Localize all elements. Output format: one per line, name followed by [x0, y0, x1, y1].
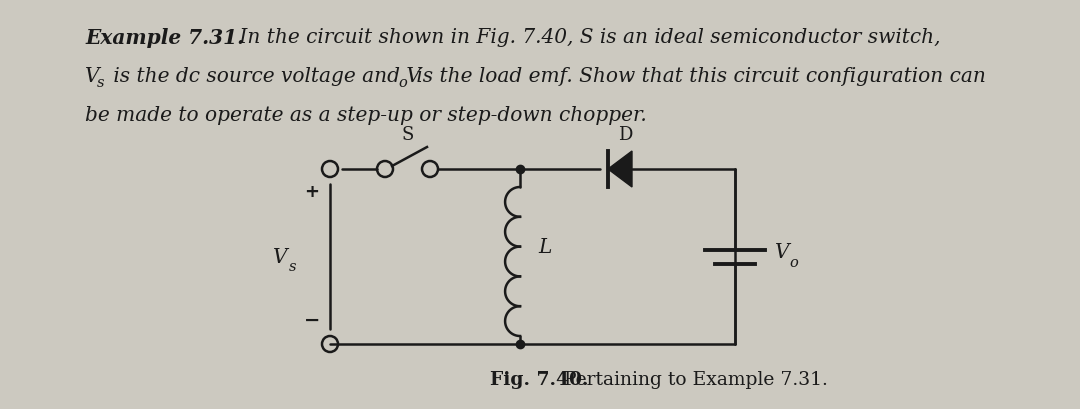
Text: is the load emf. Show that this circuit configuration can: is the load emf. Show that this circuit … — [410, 67, 986, 86]
Text: o: o — [399, 76, 407, 90]
Text: −: − — [303, 310, 320, 329]
Text: is the dc source voltage and V: is the dc source voltage and V — [107, 67, 421, 86]
Text: s: s — [289, 260, 297, 274]
Text: V: V — [273, 247, 287, 266]
Text: o: o — [789, 256, 798, 270]
Text: In the circuit shown in Fig. 7.40, S is an ideal semiconductor switch,: In the circuit shown in Fig. 7.40, S is … — [233, 28, 941, 47]
Text: D: D — [618, 126, 632, 144]
Polygon shape — [608, 152, 632, 188]
Text: V: V — [775, 243, 789, 261]
Text: Example 7.31.: Example 7.31. — [85, 28, 244, 48]
Text: S: S — [402, 126, 414, 144]
Text: s: s — [97, 76, 105, 90]
Text: L: L — [538, 237, 552, 256]
Text: be made to operate as a step-up or step-down chopper.: be made to operate as a step-up or step-… — [85, 106, 647, 125]
Text: +: + — [305, 182, 320, 200]
Text: V: V — [85, 67, 99, 86]
Text: Pertaining to Example 7.31.: Pertaining to Example 7.31. — [558, 370, 828, 388]
Text: Fig. 7.40.: Fig. 7.40. — [490, 370, 589, 388]
